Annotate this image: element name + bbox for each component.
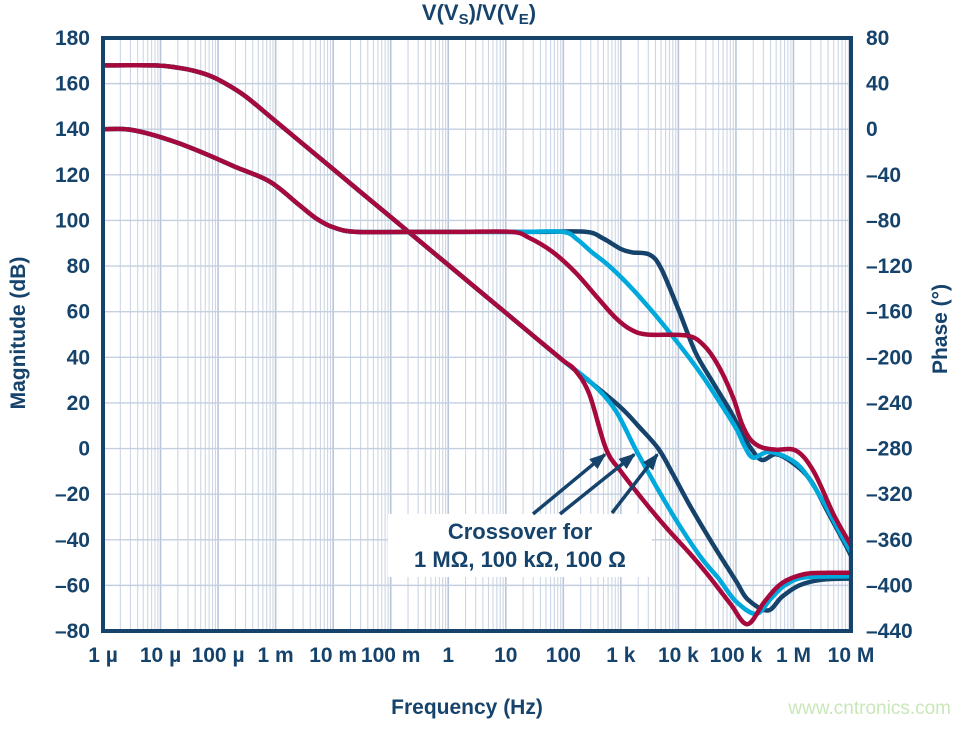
y-left-tick-label: 180 <box>55 27 90 50</box>
curve-magnitude-1-MΩ <box>103 62 851 627</box>
y-left-tick-label: 0 <box>78 438 90 461</box>
watermark-text: www.cntronics.com <box>788 698 951 719</box>
chart-title: V(VS)/V(VE) <box>422 0 536 28</box>
title-subscript: E <box>518 11 529 28</box>
x-tick-label: 1 <box>442 644 454 667</box>
y-right-tick-label: –440 <box>866 620 913 643</box>
y-left-tick-label: –80 <box>55 620 90 643</box>
annotation-line-2: 1 MΩ, 100 kΩ, 100 Ω <box>414 547 626 572</box>
crossover-annotation: Crossover for 1 MΩ, 100 kΩ, 100 Ω <box>388 452 659 577</box>
x-tick-label: 10 <box>494 644 517 667</box>
y-right-tick-label: –360 <box>866 529 913 552</box>
title-text: ) <box>528 0 537 25</box>
x-tick-label: 1 M <box>776 644 811 667</box>
y-left-tick-label: 40 <box>67 346 90 369</box>
title-text: )/V(V <box>468 0 519 25</box>
y-right-tick-label: –200 <box>866 346 913 369</box>
plot-border <box>101 36 853 633</box>
title-subscript: S <box>458 11 469 28</box>
title-text: V(V <box>421 0 459 25</box>
y-axis-label-phase: Phase (°) <box>929 283 952 375</box>
crossover-arrow-100-kΩ <box>558 453 636 516</box>
crossover-arrow-1-MΩ <box>531 453 607 516</box>
x-tick-label: 100 m <box>361 644 421 667</box>
crossover-arrow-100-Ω <box>610 452 659 515</box>
y-left-tick-label: 120 <box>55 164 90 187</box>
x-tick-label: 100 µ <box>192 644 245 667</box>
y-right-tick-label: –320 <box>866 483 913 506</box>
x-tick-label: 100 k <box>710 644 763 667</box>
y-right-tick-label: –120 <box>866 255 913 278</box>
y-left-tick-label: –60 <box>55 574 90 597</box>
y-right-tick-label: –80 <box>866 209 901 232</box>
x-tick-label: 100 <box>546 644 581 667</box>
y-left-tick-label: 80 <box>67 255 90 278</box>
annotation-line-1: Crossover for <box>448 519 593 544</box>
y-right-tick-label: –40 <box>866 164 901 187</box>
x-axis-label-frequency: Frequency (Hz) <box>391 696 543 719</box>
y-right-tick-label: –280 <box>866 438 913 461</box>
x-tick-label: 1 k <box>606 644 636 667</box>
curve-phase-1-MΩ <box>103 126 851 548</box>
y-axis-label-magnitude: Magnitude (dB) <box>7 256 30 410</box>
y-left-tick-label: –20 <box>55 483 90 506</box>
y-right-tick-label: 40 <box>866 73 889 96</box>
y-left-tick-label: 60 <box>67 301 90 324</box>
tick-labels: 180160140120100806040200–20–40–60–808040… <box>55 27 913 667</box>
y-right-tick-label: –160 <box>866 301 913 324</box>
annotation-background <box>388 514 652 577</box>
x-tick-label: 10 M <box>828 644 875 667</box>
y-left-tick-label: 140 <box>55 118 90 141</box>
y-left-tick-label: 160 <box>55 73 90 96</box>
curves <box>103 62 851 627</box>
y-right-tick-label: –400 <box>866 574 913 597</box>
x-tick-label: 1 µ <box>88 644 118 667</box>
x-tick-label: 1 m <box>258 644 294 667</box>
x-tick-label: 10 m <box>309 644 357 667</box>
y-left-tick-label: 100 <box>55 209 90 232</box>
y-left-tick-label: –40 <box>55 529 90 552</box>
y-left-tick-label: 20 <box>67 392 90 415</box>
x-tick-label: 10 k <box>658 644 699 667</box>
y-right-tick-label: 0 <box>866 118 878 141</box>
x-tick-label: 10 µ <box>140 644 181 667</box>
y-right-tick-label: –240 <box>866 392 913 415</box>
y-right-tick-label: 80 <box>866 27 889 50</box>
